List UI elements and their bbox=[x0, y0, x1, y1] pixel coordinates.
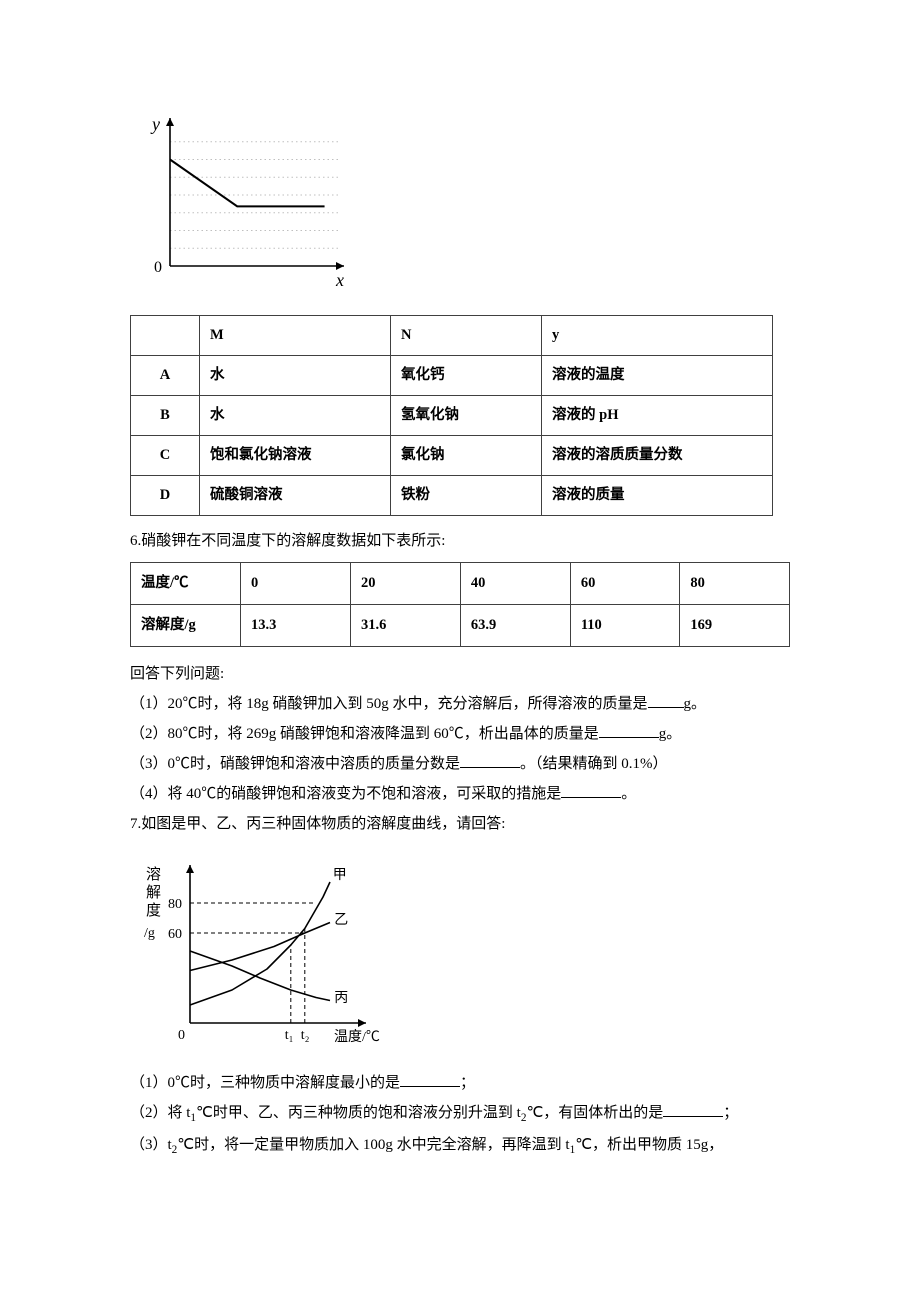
q6-1-text-a: （1）20℃时，将 18g 硝酸钾加入到 50g 水中，充分溶解后，所得溶液的质… bbox=[130, 696, 648, 712]
svg-text:0: 0 bbox=[178, 1028, 185, 1043]
q7-2-d: ； bbox=[723, 1105, 738, 1121]
q7-2: （2）将 t1℃时甲、乙、丙三种物质的饱和溶液分别升温到 t2℃，有固体析出的是… bbox=[130, 1098, 790, 1130]
blank bbox=[648, 694, 684, 709]
q7-3-a: （3）t bbox=[130, 1137, 172, 1153]
blank bbox=[663, 1103, 723, 1118]
q7-1-text-b: ； bbox=[460, 1075, 475, 1091]
svg-text:x: x bbox=[335, 270, 344, 290]
q6-intro: 6.硝酸钾在不同温度下的溶解度数据如下表所示: bbox=[130, 526, 790, 556]
svg-text:度: 度 bbox=[146, 902, 161, 919]
graph-2-container: 60 80 溶解度/g t₁ t₂ 0 温度/℃ 甲乙丙 bbox=[138, 847, 790, 1058]
q6-4-text-b: 。 bbox=[621, 786, 636, 802]
svg-text:甲: 甲 bbox=[333, 868, 347, 883]
q7-2-a: （2）将 t bbox=[130, 1105, 190, 1121]
q6-1: （1）20℃时，将 18g 硝酸钾加入到 50g 水中，充分溶解后，所得溶液的质… bbox=[130, 689, 790, 719]
q6-3-text-a: （3）0℃时，硝酸钾饱和溶液中溶质的质量分数是 bbox=[130, 756, 460, 772]
svg-text:温度/℃: 温度/℃ bbox=[334, 1029, 380, 1045]
q7-1: （1）0℃时，三种物质中溶解度最小的是 ； bbox=[130, 1068, 790, 1098]
q6-3-text-b: 。（结果精确到 0.1%） bbox=[520, 756, 668, 772]
svg-text:溶: 溶 bbox=[146, 866, 161, 883]
q7-2-b: ℃时甲、乙、丙三种物质的饱和溶液分别升温到 t bbox=[196, 1105, 521, 1121]
svg-text:/g: /g bbox=[144, 926, 155, 941]
q6-2: （2）80℃时，将 269g 硝酸钾饱和溶液降温到 60℃，析出晶体的质量是 g。 bbox=[130, 719, 790, 749]
q7-intro: 7.如图是甲、乙、丙三种固体物质的溶解度曲线，请回答: bbox=[130, 809, 790, 839]
blank bbox=[400, 1073, 460, 1088]
document-page: 0 x y MNyA水氧化钙溶液的温度B水氢氧化钠溶液的 pHC饱和氯化钠溶液氯化钠… bbox=[0, 0, 920, 1221]
q6-1-text-b: g。 bbox=[684, 696, 707, 712]
svg-text:丙: 丙 bbox=[334, 991, 348, 1006]
graph-1-svg: 0 x y bbox=[140, 110, 350, 290]
table-solubility: 温度/℃020406080溶解度/g13.331.663.9110169 bbox=[130, 562, 790, 647]
svg-text:乙: 乙 bbox=[334, 912, 348, 928]
graph-2-svg: 60 80 溶解度/g t₁ t₂ 0 温度/℃ 甲乙丙 bbox=[138, 847, 398, 1047]
q6-4-text-a: （4）将 40℃的硝酸钾饱和溶液变为不饱和溶液，可采取的措施是 bbox=[130, 786, 561, 802]
q7-3-b: ℃时，将一定量甲物质加入 100g 水中完全溶解，再降温到 t bbox=[177, 1137, 569, 1153]
svg-text:80: 80 bbox=[168, 897, 182, 912]
svg-text:t₁: t₁ bbox=[285, 1028, 294, 1043]
svg-text:t₂: t₂ bbox=[301, 1028, 310, 1043]
svg-text:解: 解 bbox=[146, 884, 161, 901]
blank bbox=[561, 784, 621, 799]
q6-4: （4）将 40℃的硝酸钾饱和溶液变为不饱和溶液，可采取的措施是 。 bbox=[130, 779, 790, 809]
q7-2-c: ℃，有固体析出的是 bbox=[526, 1105, 663, 1121]
q6-2-text-a: （2）80℃时，将 269g 硝酸钾饱和溶液降温到 60℃，析出晶体的质量是 bbox=[130, 726, 599, 742]
blank bbox=[460, 754, 520, 769]
q7-3-c: ℃，析出甲物质 15g， bbox=[575, 1137, 723, 1153]
svg-text:y: y bbox=[150, 114, 160, 134]
q6-prompt: 回答下列问题: bbox=[130, 659, 790, 689]
graph-1-container: 0 x y bbox=[140, 110, 790, 301]
q7-1-text-a: （1）0℃时，三种物质中溶解度最小的是 bbox=[130, 1075, 400, 1091]
svg-text:60: 60 bbox=[168, 927, 182, 942]
q6-3: （3）0℃时，硝酸钾饱和溶液中溶质的质量分数是 。（结果精确到 0.1%） bbox=[130, 749, 790, 779]
blank bbox=[599, 724, 659, 739]
q6-2-text-b: g。 bbox=[659, 726, 682, 742]
table-mny: MNyA水氧化钙溶液的温度B水氢氧化钠溶液的 pHC饱和氯化钠溶液氯化钠溶液的溶… bbox=[130, 315, 773, 516]
svg-text:0: 0 bbox=[154, 259, 162, 276]
q7-3: （3）t2℃时，将一定量甲物质加入 100g 水中完全溶解，再降温到 t1℃，析… bbox=[130, 1130, 790, 1162]
